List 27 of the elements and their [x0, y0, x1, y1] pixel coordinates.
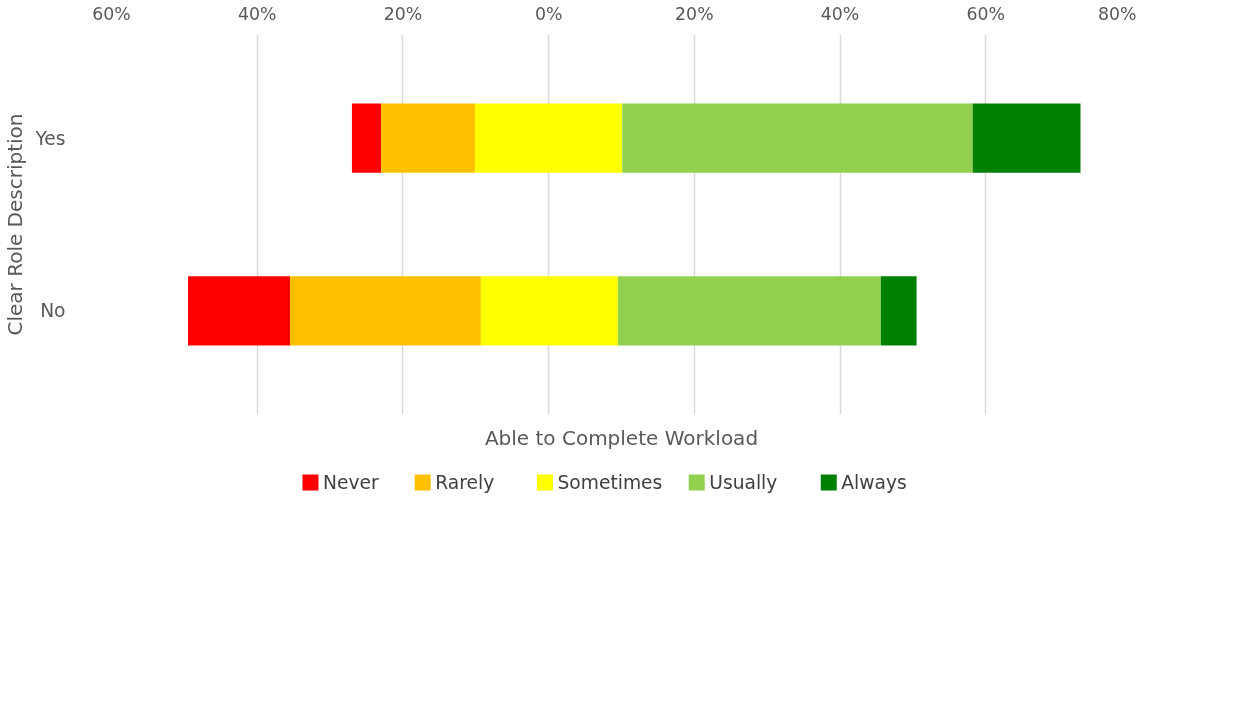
legend-label: Never	[323, 472, 379, 493]
legend-label: Usually	[709, 472, 778, 493]
x-tick-label: 80%	[1097, 3, 1137, 24]
x-tick-label: 60%	[966, 3, 1006, 24]
bar	[880, 276, 917, 346]
bar	[381, 103, 476, 173]
y-axis-title: Clear Role Description	[3, 113, 28, 336]
bar	[617, 276, 881, 346]
legend-label: Rarely	[435, 472, 495, 493]
y-tick-label: Yes	[34, 127, 66, 149]
x-tick-label: 60%	[92, 3, 131, 24]
legend-label: Sometimes	[557, 472, 663, 493]
x-axis-title: Able to Complete Workload	[484, 425, 759, 450]
x-tick-label: 20%	[675, 3, 714, 24]
x-tick-label: 0%	[534, 3, 563, 24]
x-tick-label: 40%	[820, 3, 860, 24]
bar	[475, 103, 623, 173]
bar	[622, 103, 973, 173]
bar	[290, 276, 481, 346]
y-tick-label: No	[40, 300, 66, 322]
bar	[351, 103, 382, 173]
x-tick-label: 40%	[237, 3, 277, 24]
bar	[188, 276, 290, 346]
bar	[480, 276, 618, 346]
bar	[972, 103, 1081, 173]
x-tick-label: 20%	[383, 3, 423, 24]
legend-label: Always	[841, 472, 907, 493]
